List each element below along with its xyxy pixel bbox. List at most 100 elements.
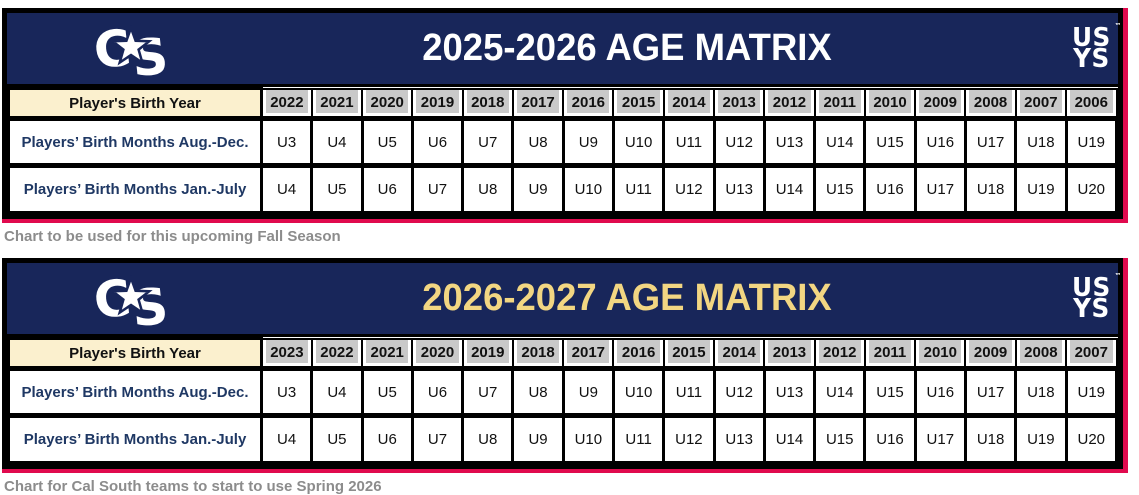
year-cell: 2019: [411, 87, 464, 120]
age-group-cell: U17: [963, 366, 1018, 417]
caption-fall-season: Chart to be used for this upcoming Fall …: [4, 228, 341, 245]
matrix-title-2026-2027: 2026-2027 AGE MATRIX: [422, 277, 832, 319]
year-cell: 2006: [1065, 87, 1118, 120]
age-group-cell: U14: [762, 413, 817, 464]
age-group-cell: U4: [259, 163, 314, 214]
age-group-cell: U5: [360, 116, 414, 167]
age-group-cell: U14: [813, 116, 867, 167]
age-matrix-table-2025-2026: Player's Birth Year 2022 2021 2020 2019 2018 2…: [7, 87, 1118, 214]
caption-spring-2026: Chart for Cal South teams to start to us…: [4, 478, 382, 495]
year-cell: 2016: [562, 87, 615, 120]
age-group-cell: U15: [863, 366, 917, 417]
year-cell: 2015: [612, 87, 665, 120]
age-group-cell: U13: [712, 413, 766, 464]
cal-south-logo: C S: [7, 19, 260, 79]
age-group-cell: U6: [360, 163, 414, 214]
matrix-header: C S 2025-2026 AGE MATRIX ™ US YS: [7, 13, 1121, 87]
cal-south-cs-star-icon: C S: [91, 19, 171, 79]
age-group-cell: U9: [511, 163, 565, 214]
year-cell: 2011: [813, 87, 866, 120]
year-cell: 2009: [964, 337, 1017, 370]
age-matrix-2026-2027-frame: C S 2026-2027 AGE MATRIX ™ US YS: [2, 258, 1123, 469]
age-group-cell: U11: [611, 163, 666, 214]
year-cell: 2023: [260, 337, 313, 370]
birth-months-row: Players’ Birth Months Jan.-July U4 U5 U6 U7 U…: [7, 163, 1118, 214]
year-cell: 2020: [411, 337, 464, 370]
age-group-cell: U19: [1064, 366, 1118, 417]
age-group-cell: U3: [259, 116, 314, 167]
age-group-cell: U6: [410, 116, 465, 167]
age-group-cell: U18: [963, 163, 1018, 214]
birth-months-label-cell: Players’ Birth Months Aug.-Dec.: [7, 366, 263, 417]
age-group-cell: U13: [762, 116, 817, 167]
birth-year-row: Player's Birth Year 2023 2022 2021 2020 2019 2…: [7, 337, 1118, 370]
age-group-cell: U7: [461, 116, 515, 167]
age-group-cell: U20: [1064, 163, 1118, 214]
year-cell: 2008: [964, 87, 1017, 120]
usys-line2: YS: [1073, 43, 1110, 74]
age-group-cell: U11: [662, 116, 716, 167]
year-cell: 2007: [1014, 87, 1068, 120]
usys-tm: ™: [1114, 271, 1122, 280]
birth-months-label-cell: Players’ Birth Months Jan.-July: [7, 163, 263, 214]
age-group-cell: U13: [712, 163, 766, 214]
age-group-cell: U13: [762, 366, 817, 417]
year-cell: 2008: [1014, 337, 1068, 370]
age-group-cell: U4: [310, 366, 364, 417]
year-cell: 2015: [662, 337, 716, 370]
birth-months-row: Players’ Birth Months Aug.-Dec. U3 U4 U5 U6 U…: [7, 366, 1118, 417]
age-group-cell: U5: [310, 163, 364, 214]
age-group-cell: U17: [913, 163, 967, 214]
usys-line1: US: [1072, 272, 1111, 303]
star-icon: [108, 23, 153, 66]
age-group-cell: U6: [360, 413, 414, 464]
year-cell: 2018: [511, 337, 565, 370]
age-group-cell: U19: [1064, 116, 1118, 167]
year-cell: 2021: [310, 87, 364, 120]
age-matrix-2025-2026: C S 2025-2026 AGE MATRIX ™ US YS: [2, 8, 1128, 223]
age-group-cell: U8: [511, 366, 565, 417]
age-group-cell: U17: [963, 116, 1018, 167]
age-group-cell: U10: [611, 366, 666, 417]
age-group-cell: U5: [360, 366, 414, 417]
year-cell: 2014: [662, 87, 716, 120]
age-group-cell: U7: [461, 366, 515, 417]
birth-year-header-cell: Player's Birth Year: [7, 337, 263, 370]
age-group-cell: U15: [813, 413, 867, 464]
age-group-cell: U14: [813, 366, 867, 417]
year-cell: 2013: [713, 87, 766, 120]
age-group-cell: U19: [1014, 163, 1068, 214]
age-group-cell: U12: [662, 413, 716, 464]
age-group-cell: U16: [913, 366, 967, 417]
matrix-header: C S 2026-2027 AGE MATRIX ™ US YS: [7, 263, 1121, 337]
age-group-cell: U9: [561, 116, 615, 167]
year-cell: 2017: [511, 87, 565, 120]
age-group-cell: U11: [662, 366, 716, 417]
age-group-cell: U5: [310, 413, 364, 464]
birth-months-label-cell: Players’ Birth Months Jan.-July: [7, 413, 263, 464]
year-cell: 2010: [914, 337, 967, 370]
year-cell: 2017: [562, 337, 615, 370]
age-group-cell: U15: [863, 116, 917, 167]
usys-line1: US: [1072, 22, 1111, 53]
year-cell: 2009: [914, 87, 967, 120]
age-group-cell: U4: [259, 413, 314, 464]
age-group-cell: U10: [561, 163, 615, 214]
year-cell: 2014: [713, 337, 766, 370]
age-group-cell: U19: [1014, 413, 1068, 464]
age-group-cell: U11: [611, 413, 666, 464]
star-icon: [108, 273, 153, 316]
age-group-cell: U8: [461, 163, 515, 214]
age-matrix-table-2026-2027: Player's Birth Year 2023 2022 2021 2020 2019 2…: [7, 337, 1118, 464]
year-cell: 2016: [612, 337, 665, 370]
age-group-cell: U12: [712, 366, 766, 417]
usys-line2: YS: [1073, 293, 1110, 324]
year-cell: 2021: [361, 337, 414, 370]
age-group-cell: U3: [259, 366, 314, 417]
year-cell: 2007: [1065, 337, 1118, 370]
age-matrix-2026-2027: C S 2026-2027 AGE MATRIX ™ US YS: [2, 258, 1128, 473]
age-group-cell: U12: [662, 163, 716, 214]
year-cell: 2020: [361, 87, 414, 120]
year-cell: 2018: [461, 87, 514, 120]
age-group-cell: U6: [410, 366, 465, 417]
